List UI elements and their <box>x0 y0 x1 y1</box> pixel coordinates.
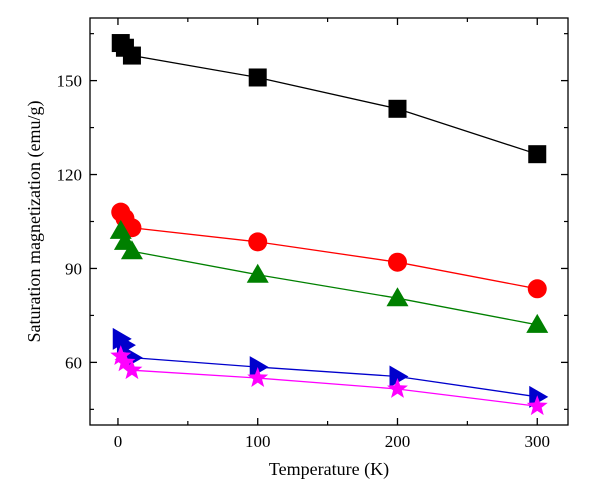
data-point-triangle-right <box>529 385 549 408</box>
axis-ticks: 0 100 200 300 60 90 120 150 <box>57 18 568 451</box>
series-triangle-up <box>109 219 549 333</box>
y-axis-title: Saturation magnetization (emu/g) <box>24 101 45 343</box>
data-point-star <box>121 359 143 380</box>
data-point-circle <box>248 232 268 252</box>
data-point-triangle-right <box>249 356 269 379</box>
x-tick-label: 300 <box>525 432 551 451</box>
x-tick-label: 0 <box>114 432 123 451</box>
data-point-triangle-up <box>246 263 269 283</box>
series-line <box>120 338 538 398</box>
data-point-square <box>528 145 547 164</box>
data-point-square <box>122 46 141 65</box>
data-point-circle <box>527 279 547 299</box>
y-tick-label: 60 <box>65 353 82 372</box>
plot-frame <box>89 17 569 426</box>
data-point-star <box>387 378 408 398</box>
x-tick-label: 100 <box>245 432 271 451</box>
data-point-star <box>247 367 269 387</box>
y-tick-label: 120 <box>57 166 83 185</box>
data-point-triangle-up <box>526 313 549 333</box>
data-point-square <box>388 99 407 118</box>
y-tick-label: 90 <box>65 259 82 278</box>
series-line <box>120 355 538 407</box>
series-square <box>111 34 547 164</box>
series-line <box>120 230 538 326</box>
data-point-circle <box>387 252 407 272</box>
data-point-triangle-up <box>120 240 143 260</box>
data-point-square <box>248 68 267 87</box>
x-tick-label: 200 <box>385 432 411 451</box>
y-tick-label: 150 <box>57 72 83 91</box>
series-circle <box>111 202 547 299</box>
series-line <box>120 211 538 290</box>
data-point-star <box>114 351 136 372</box>
data-point-triangle-right <box>389 365 409 388</box>
data-point-star <box>526 395 548 416</box>
series-triangle-right <box>112 327 549 408</box>
data-point-triangle-up <box>386 287 409 307</box>
series-layer <box>109 34 549 416</box>
data-point-star <box>110 345 132 366</box>
series-star <box>110 345 548 416</box>
x-axis-title: Temperature (K) <box>269 459 389 480</box>
series-line <box>120 42 538 155</box>
